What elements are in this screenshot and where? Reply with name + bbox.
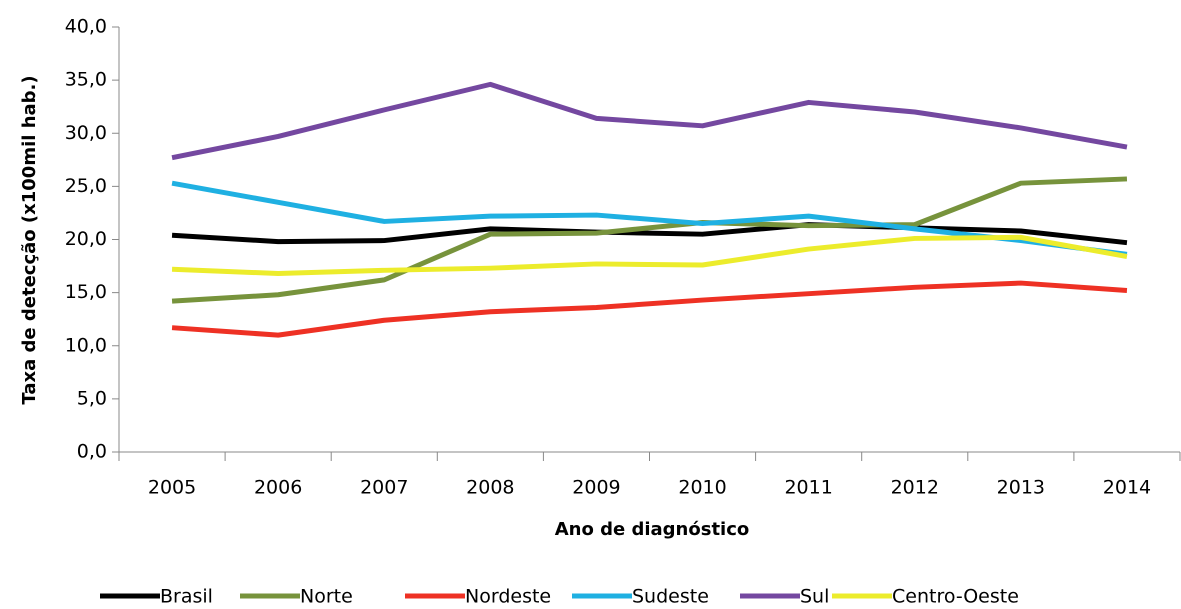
y-tick-label: 20,0 — [65, 228, 107, 250]
series-line — [171, 81, 1128, 161]
y-axis-label: Taxa de detecção (x100mil hab.) — [19, 75, 40, 404]
y-tick-label: 15,0 — [65, 281, 107, 303]
x-tick-label: 2006 — [254, 477, 302, 499]
x-tick-label: 2005 — [148, 477, 196, 499]
x-tick-label: 2012 — [891, 477, 939, 499]
x-tick-label: 2013 — [997, 477, 1045, 499]
y-tick-label: 10,0 — [65, 334, 107, 356]
x-tick-label: 2010 — [678, 477, 726, 499]
legend-label: Brasil — [160, 586, 213, 608]
x-tick-label: 2007 — [360, 477, 408, 499]
legend-label: Sudeste — [632, 586, 709, 608]
series-line — [171, 180, 1128, 257]
series-line — [171, 234, 1128, 276]
series-line — [171, 280, 1128, 338]
legend-label: Nordeste — [465, 586, 551, 608]
series-line — [171, 222, 1128, 246]
x-tick-label: 2009 — [572, 477, 620, 499]
y-tick-label: 5,0 — [77, 387, 107, 409]
x-tick-label: 2011 — [784, 477, 832, 499]
y-tick-label: 30,0 — [65, 122, 107, 144]
legend-label: Centro-Oeste — [892, 586, 1019, 608]
legend-label: Sul — [800, 586, 829, 608]
x-axis-label: Ano de diagnóstico — [555, 519, 750, 540]
legend-label: Norte — [300, 586, 353, 608]
y-tick-label: 35,0 — [65, 69, 107, 91]
series-line — [171, 176, 1128, 304]
y-tick-label: 0,0 — [77, 441, 107, 463]
y-tick-label: 25,0 — [65, 175, 107, 197]
x-tick-label: 2014 — [1103, 477, 1151, 499]
x-tick-label: 2008 — [466, 477, 514, 499]
y-tick-label: 40,0 — [65, 16, 107, 38]
